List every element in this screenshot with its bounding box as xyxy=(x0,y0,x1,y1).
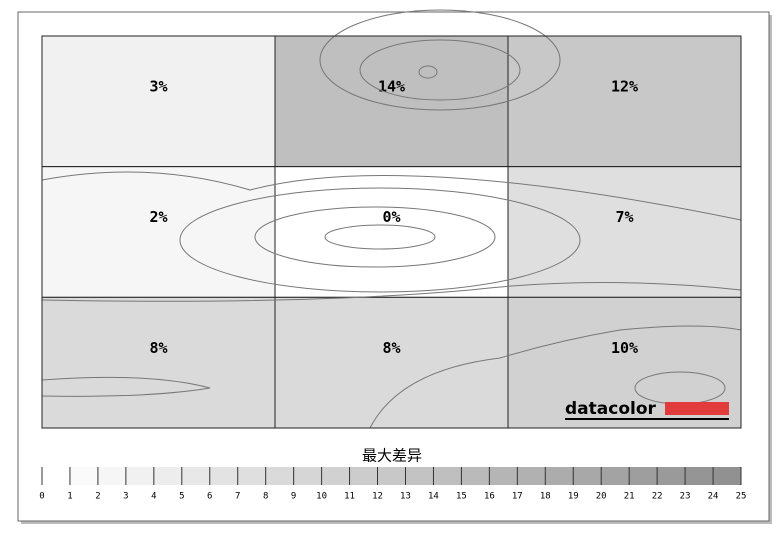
cell-label: 2% xyxy=(149,208,167,226)
colorbar-segment xyxy=(629,467,658,485)
cell-label: 3% xyxy=(149,78,167,96)
colorbar-segment xyxy=(42,467,70,485)
colorbar-title: 最大差异 xyxy=(362,447,422,465)
colorbar-segment xyxy=(209,467,238,485)
colorbar-tick-label: 12 xyxy=(372,492,383,502)
logo-bar xyxy=(665,402,729,415)
cell-label: 10% xyxy=(611,339,638,357)
colorbar-tick-label: 4 xyxy=(151,492,156,502)
colorbar-segment xyxy=(517,467,546,485)
colorbar-tick-label: 11 xyxy=(344,492,355,502)
colorbar-tick-label: 17 xyxy=(512,492,523,502)
colorbar-segment xyxy=(601,467,630,485)
cell-label: 0% xyxy=(382,208,400,226)
colorbar-segment xyxy=(181,467,210,485)
cell xyxy=(507,35,742,168)
colorbar-segment xyxy=(377,467,406,485)
logo-text: datacolor xyxy=(565,399,657,419)
colorbar-tick-label: 18 xyxy=(540,492,551,502)
colorbar-tick-label: 21 xyxy=(624,492,635,502)
colorbar-tick-label: 23 xyxy=(680,492,691,502)
colorbar-tick-label: 16 xyxy=(484,492,495,502)
cell-label: 12% xyxy=(611,78,638,96)
colorbar-segment xyxy=(237,467,266,485)
cell xyxy=(274,166,509,298)
colorbar-segment xyxy=(265,467,294,485)
colorbar-tick-label: 0 xyxy=(39,492,44,502)
colorbar-segment xyxy=(349,467,378,485)
colorbar-tick-label: 14 xyxy=(428,492,439,502)
heatmap: 3% 14% 12% 2% 0% 7% 8% 8% 10% xyxy=(41,35,742,429)
cell-label: 8% xyxy=(149,339,167,357)
colorbar-tick-label: 8 xyxy=(263,492,268,502)
colorbar-tick-label: 7 xyxy=(235,492,240,502)
colorbar-segment xyxy=(685,467,714,485)
colorbar-tick-label: 10 xyxy=(316,492,327,502)
colorbar-segment xyxy=(321,467,350,485)
colorbar-tick-label: 5 xyxy=(179,492,184,502)
colorbar-tick-label: 9 xyxy=(291,492,296,502)
colorbar-tick-label: 25 xyxy=(736,492,747,502)
colorbar-tick-label: 3 xyxy=(123,492,128,502)
cell-label: 14% xyxy=(378,78,405,96)
cell-label: 8% xyxy=(382,339,400,357)
cell xyxy=(507,166,742,298)
colorbar-segment xyxy=(713,467,741,485)
colorbar-tick-label: 20 xyxy=(596,492,607,502)
colorbar: 0 1 2 3 4 5 6 7 8 9 10 11 12 13 14 15 16 17 18 19 20 21 22 23 24… xyxy=(39,467,746,502)
cell xyxy=(41,35,276,168)
cell-label: 7% xyxy=(615,208,633,226)
colorbar-tick-label: 22 xyxy=(652,492,663,502)
colorbar-tick-label: 24 xyxy=(708,492,719,502)
colorbar-tick-label: 2 xyxy=(95,492,100,502)
heatmap-border xyxy=(41,35,742,429)
cell xyxy=(41,296,276,429)
colorbar-segment xyxy=(125,467,154,485)
colorbar-segment xyxy=(657,467,686,485)
colorbar-segment xyxy=(461,467,490,485)
colorbar-tick-label: 19 xyxy=(568,492,579,502)
logo: datacolor xyxy=(565,399,729,420)
colorbar-segment xyxy=(545,467,574,485)
colorbar-segment xyxy=(573,467,602,485)
contours xyxy=(41,9,742,429)
colorbar-tick-label: 1 xyxy=(67,492,72,502)
colorbar-tick-label: 6 xyxy=(207,492,212,502)
colorbar-tick-label: 15 xyxy=(456,492,467,502)
colorbar-segment xyxy=(69,467,98,485)
colorbar-segment xyxy=(405,467,434,485)
cell xyxy=(41,166,276,298)
cell xyxy=(274,35,509,168)
colorbar-segment xyxy=(433,467,462,485)
colorbar-segment xyxy=(489,467,518,485)
colorbar-segment xyxy=(153,467,182,485)
colorbar-segment xyxy=(293,467,322,485)
colorbar-segment xyxy=(97,467,126,485)
colorbar-tick-label: 13 xyxy=(400,492,411,502)
